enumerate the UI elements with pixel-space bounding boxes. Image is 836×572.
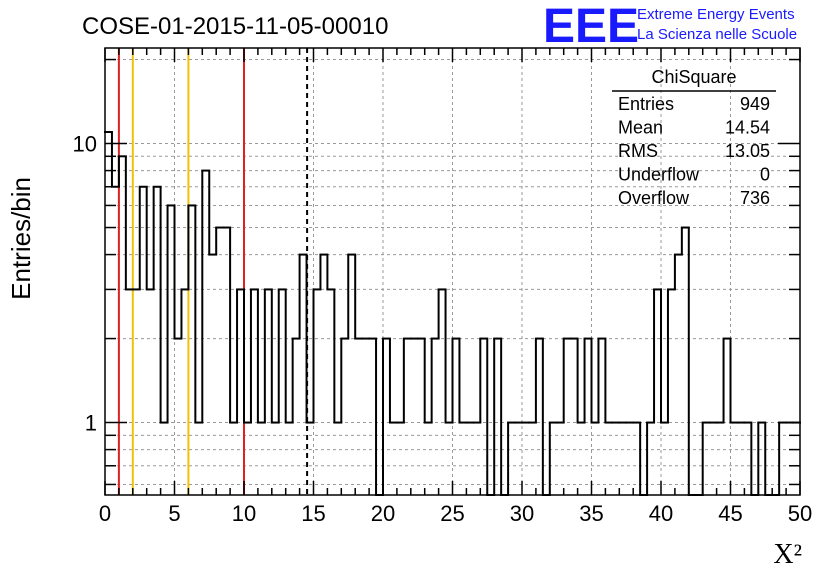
logo-mark: EEE: [543, 0, 639, 53]
y-tick-label: 10: [73, 132, 97, 157]
y-axis-title: Entries/bin: [6, 177, 36, 300]
x-axis-title: X²: [773, 539, 802, 570]
logo-line-2: La Scienza nelle Scuole: [637, 26, 797, 43]
x-tick-label: 45: [718, 501, 742, 526]
stats-row-value: 736: [740, 188, 770, 208]
stats-box: ChiSquare Entries 949 Mean 14.54 RMS 13.05 Und…: [612, 67, 776, 208]
stats-title: ChiSquare: [651, 67, 736, 87]
x-tick-label: 40: [649, 501, 673, 526]
stats-row-value: 13.05: [725, 141, 770, 161]
stats-row-label: Entries: [618, 94, 674, 114]
histogram-bins: [104, 130, 801, 496]
stats-row-label: RMS: [618, 141, 658, 161]
x-tick-label: 25: [440, 501, 464, 526]
x-tick-label: 15: [301, 501, 325, 526]
chart-title: COSE-01-2015-11-05-00010: [82, 13, 388, 40]
stats-row-value: 949: [740, 94, 770, 114]
eee-logo: EEE Extreme Energy Events La Scienza nel…: [543, 0, 797, 53]
stats-row-value: 14.54: [725, 118, 770, 138]
stats-row-value: 0: [760, 165, 770, 185]
x-tick-label: 30: [510, 501, 534, 526]
x-tick-label: 0: [99, 501, 111, 526]
stats-row-label: Overflow: [618, 188, 690, 208]
stats-row-label: Underflow: [618, 165, 700, 185]
x-tick-label: 10: [232, 501, 256, 526]
stats-row-label: Mean: [618, 118, 663, 138]
x-tick-label: 50: [788, 501, 812, 526]
x-tick-label: 35: [579, 501, 603, 526]
x-tick-label: 20: [371, 501, 395, 526]
stats-rows: Entries 949 Mean 14.54 RMS 13.05 Underflow 0 Ove…: [618, 94, 770, 208]
x-tick-label: 5: [168, 501, 180, 526]
logo-line-1: Extreme Energy Events: [637, 6, 795, 23]
x-axis-ticks: 0 5 10 15 20 25 30 35 40 45 50: [99, 48, 812, 526]
y-axis-ticks: 1 10: [73, 58, 800, 486]
y-tick-label: 1: [85, 411, 97, 436]
